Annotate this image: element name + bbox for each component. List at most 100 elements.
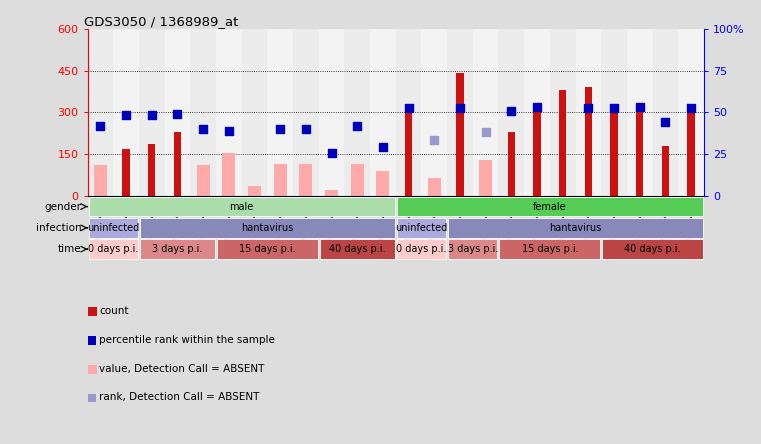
Bar bbox=[422, 29, 447, 196]
Bar bbox=[473, 29, 498, 196]
Bar bbox=[448, 239, 498, 259]
Point bbox=[145, 111, 158, 119]
Bar bbox=[559, 90, 566, 196]
Bar bbox=[653, 29, 678, 196]
Point bbox=[171, 110, 183, 117]
Text: value, Detection Call = ABSENT: value, Detection Call = ABSENT bbox=[99, 364, 265, 373]
Bar bbox=[320, 239, 395, 259]
Bar bbox=[140, 218, 395, 238]
Point bbox=[582, 105, 594, 112]
Bar bbox=[533, 107, 540, 196]
Text: female: female bbox=[533, 202, 567, 212]
Bar bbox=[88, 197, 395, 216]
Text: male: male bbox=[230, 202, 253, 212]
Bar bbox=[601, 29, 627, 196]
Point bbox=[94, 123, 107, 130]
Bar bbox=[274, 164, 287, 196]
Bar bbox=[405, 110, 412, 196]
Text: GDS3050 / 1368989_at: GDS3050 / 1368989_at bbox=[84, 15, 239, 28]
Text: 15 days p.i.: 15 days p.i. bbox=[521, 244, 578, 254]
Text: infection: infection bbox=[36, 223, 81, 233]
Bar bbox=[627, 29, 653, 196]
Bar bbox=[344, 29, 370, 196]
Bar bbox=[242, 29, 267, 196]
Point bbox=[326, 149, 338, 156]
Bar bbox=[457, 73, 463, 196]
Bar bbox=[377, 171, 390, 196]
Bar bbox=[584, 87, 592, 196]
Text: 40 days p.i.: 40 days p.i. bbox=[329, 244, 385, 254]
Bar bbox=[448, 218, 703, 238]
Text: hantavirus: hantavirus bbox=[549, 223, 602, 233]
Bar bbox=[293, 29, 319, 196]
Text: time: time bbox=[58, 244, 81, 254]
Point bbox=[479, 128, 492, 135]
Bar bbox=[196, 165, 209, 196]
Point bbox=[274, 126, 286, 133]
Point bbox=[659, 119, 671, 126]
Bar bbox=[139, 29, 164, 196]
Bar bbox=[508, 132, 515, 196]
Bar bbox=[148, 144, 155, 196]
Bar bbox=[678, 29, 704, 196]
Text: 40 days p.i.: 40 days p.i. bbox=[624, 244, 681, 254]
Point bbox=[531, 103, 543, 111]
Text: 0 days p.i.: 0 days p.i. bbox=[88, 244, 139, 254]
Bar bbox=[113, 29, 139, 196]
Point bbox=[608, 105, 620, 112]
Point bbox=[505, 107, 517, 115]
Point bbox=[403, 105, 415, 112]
Point bbox=[454, 105, 466, 112]
Bar bbox=[370, 29, 396, 196]
Point bbox=[428, 137, 441, 144]
Text: rank, Detection Call = ABSENT: rank, Detection Call = ABSENT bbox=[99, 392, 260, 402]
Point bbox=[223, 127, 235, 134]
Text: uninfected: uninfected bbox=[395, 223, 447, 233]
Bar bbox=[299, 164, 312, 196]
Bar bbox=[216, 29, 242, 196]
Bar bbox=[217, 239, 317, 259]
Text: gender: gender bbox=[44, 202, 81, 212]
Bar bbox=[610, 110, 618, 196]
Point bbox=[351, 123, 363, 130]
Bar bbox=[396, 239, 446, 259]
Bar bbox=[351, 164, 364, 196]
Text: 3 days p.i.: 3 days p.i. bbox=[447, 244, 498, 254]
Bar bbox=[447, 29, 473, 196]
Point bbox=[120, 111, 132, 119]
Bar bbox=[662, 146, 669, 196]
Bar bbox=[549, 29, 575, 196]
Point bbox=[377, 144, 389, 151]
Bar bbox=[190, 29, 216, 196]
Bar bbox=[524, 29, 550, 196]
Bar bbox=[140, 239, 215, 259]
Bar bbox=[222, 153, 235, 196]
Point bbox=[634, 103, 646, 111]
Bar bbox=[396, 218, 446, 238]
Bar bbox=[636, 107, 643, 196]
Bar bbox=[319, 29, 345, 196]
Bar bbox=[602, 239, 703, 259]
Bar bbox=[479, 160, 492, 196]
Bar bbox=[498, 29, 524, 196]
Text: count: count bbox=[99, 306, 129, 316]
Point bbox=[300, 126, 312, 133]
Bar bbox=[164, 29, 190, 196]
Bar bbox=[267, 29, 293, 196]
Text: percentile rank within the sample: percentile rank within the sample bbox=[99, 335, 275, 345]
Bar bbox=[94, 165, 107, 196]
Text: uninfected: uninfected bbox=[87, 223, 139, 233]
Bar bbox=[88, 218, 138, 238]
Bar bbox=[687, 110, 695, 196]
Point bbox=[685, 105, 697, 112]
Bar bbox=[248, 186, 261, 196]
Bar bbox=[428, 178, 441, 196]
Text: 3 days p.i.: 3 days p.i. bbox=[152, 244, 202, 254]
Bar bbox=[396, 197, 703, 216]
Text: 0 days p.i.: 0 days p.i. bbox=[396, 244, 447, 254]
Text: 15 days p.i.: 15 days p.i. bbox=[239, 244, 295, 254]
Point bbox=[197, 126, 209, 133]
Bar bbox=[174, 132, 181, 196]
Bar bbox=[575, 29, 601, 196]
Text: hantavirus: hantavirus bbox=[241, 223, 294, 233]
